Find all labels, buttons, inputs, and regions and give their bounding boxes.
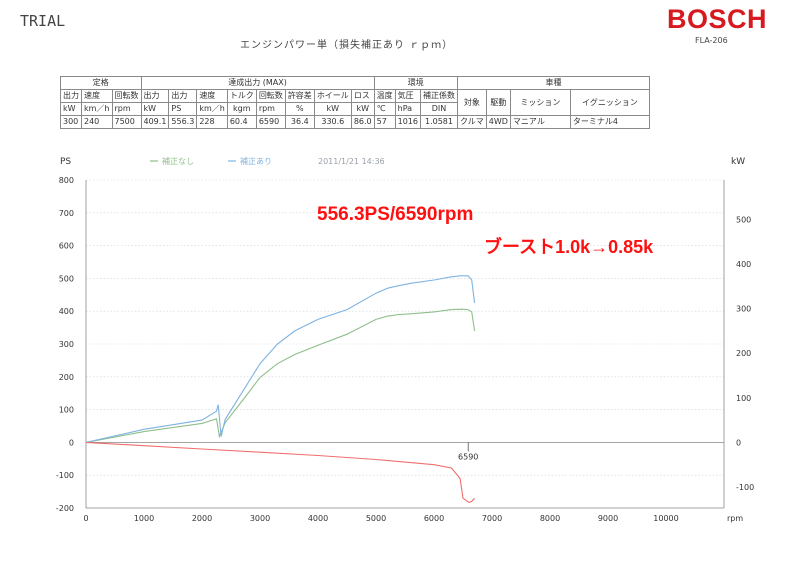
table-value-row: 300 240 7500 409.1 556.3 228 60.4 6590 3… xyxy=(60,115,650,129)
x-axis-label-rpm: rpm xyxy=(727,514,743,523)
series-line-1 xyxy=(85,308,476,443)
chart-series xyxy=(85,275,476,504)
y2-tick-label: 300 xyxy=(736,305,751,314)
trial-watermark: TRIAL xyxy=(20,12,66,30)
value-cell: ターミナル4 xyxy=(569,115,650,129)
brand-logo: BOSCH xyxy=(667,4,768,34)
spec-table: 定格 達成出力 (MAX) 環境 車種 出力 速度 回転数 出力 出力 速度 ト… xyxy=(60,76,650,129)
x-tick-label: 4000 xyxy=(308,514,328,523)
chart-grid xyxy=(86,179,724,509)
y2-tick-label: 400 xyxy=(736,260,751,269)
x-tick-label: 1000 xyxy=(134,514,154,523)
peak-marker: 6590 xyxy=(458,442,478,461)
y-tick-label: 100 xyxy=(59,406,74,415)
x-tick-label: 7000 xyxy=(482,514,502,523)
y-tick-label: -200 xyxy=(56,504,74,513)
y-tick-label: 600 xyxy=(59,242,74,251)
value-cell: 1.0581 xyxy=(419,115,458,129)
table-group-row: 定格 達成出力 (MAX) 環境 車種 xyxy=(60,76,650,90)
power-annotation: 556.3PS/6590rpm xyxy=(317,204,474,225)
y2-axis-label-kw: kW xyxy=(731,157,745,167)
x-tick-label: 2000 xyxy=(192,514,212,523)
x-tick-label: 3000 xyxy=(250,514,270,523)
y2-tick-label: 0 xyxy=(736,438,741,447)
x-tick-label: 0 xyxy=(83,514,88,523)
x-tick-label: 8000 xyxy=(540,514,560,523)
value-cell: 300 xyxy=(60,115,82,129)
model-number: FLA-206 xyxy=(695,36,728,45)
x-tick-label: 5000 xyxy=(366,514,386,523)
y-tick-label: 0 xyxy=(69,438,74,447)
header-cell: イグニッション xyxy=(569,89,650,116)
series-line-3 xyxy=(85,441,476,504)
x-tick-label: 6000 xyxy=(424,514,444,523)
y-tick-label: 500 xyxy=(59,274,74,283)
chart-ticks: -200 -100 0 100 200 300 400 500 600 700 800 -100 0 10… xyxy=(56,176,754,523)
value-cell: 36.4 xyxy=(284,115,315,129)
boost-annotation: ブースト1.0k→0.85k xyxy=(484,237,654,257)
x-tick-label: 9000 xyxy=(598,514,618,523)
header-cell: ミッション xyxy=(509,89,571,116)
y-tick-label: 200 xyxy=(59,373,74,382)
legend-label-corrected: 補正あり xyxy=(240,156,272,166)
chart-axes xyxy=(85,180,725,509)
y2-tick-label: 100 xyxy=(736,394,751,403)
value-cell: 7500 xyxy=(111,115,142,129)
value-cell: 330.6 xyxy=(313,115,352,129)
y2-tick-label: 200 xyxy=(736,349,751,358)
y-tick-label: 400 xyxy=(59,307,74,316)
peak-marker-label: 6590 xyxy=(458,452,478,461)
legend-date: 2011/1/21 14:36 xyxy=(318,157,385,166)
y-tick-label: 300 xyxy=(59,340,74,349)
legend-label-uncorrected: 補正なし xyxy=(162,156,194,166)
y-tick-label: 700 xyxy=(59,209,74,218)
y-axis-label-ps: PS xyxy=(60,157,71,167)
value-cell: 1016 xyxy=(394,115,421,129)
chart-legend: 補正なし 補正あり 2011/1/21 14:36 xyxy=(150,156,385,166)
y-tick-label: -100 xyxy=(56,471,74,480)
y2-tick-label: 500 xyxy=(736,215,751,224)
x-tick-label: 10000 xyxy=(653,514,678,523)
series-line-2 xyxy=(85,275,476,443)
report-subtitle: エンジンパワー単（損失補正あり ｒｐｍ） xyxy=(240,40,454,51)
value-cell: 4WD xyxy=(485,115,511,129)
value-cell: 556.3 xyxy=(168,115,198,129)
y2-tick-label: -100 xyxy=(736,483,754,492)
header-cell: 駆動 xyxy=(485,89,511,116)
y-tick-label: 800 xyxy=(59,176,74,185)
